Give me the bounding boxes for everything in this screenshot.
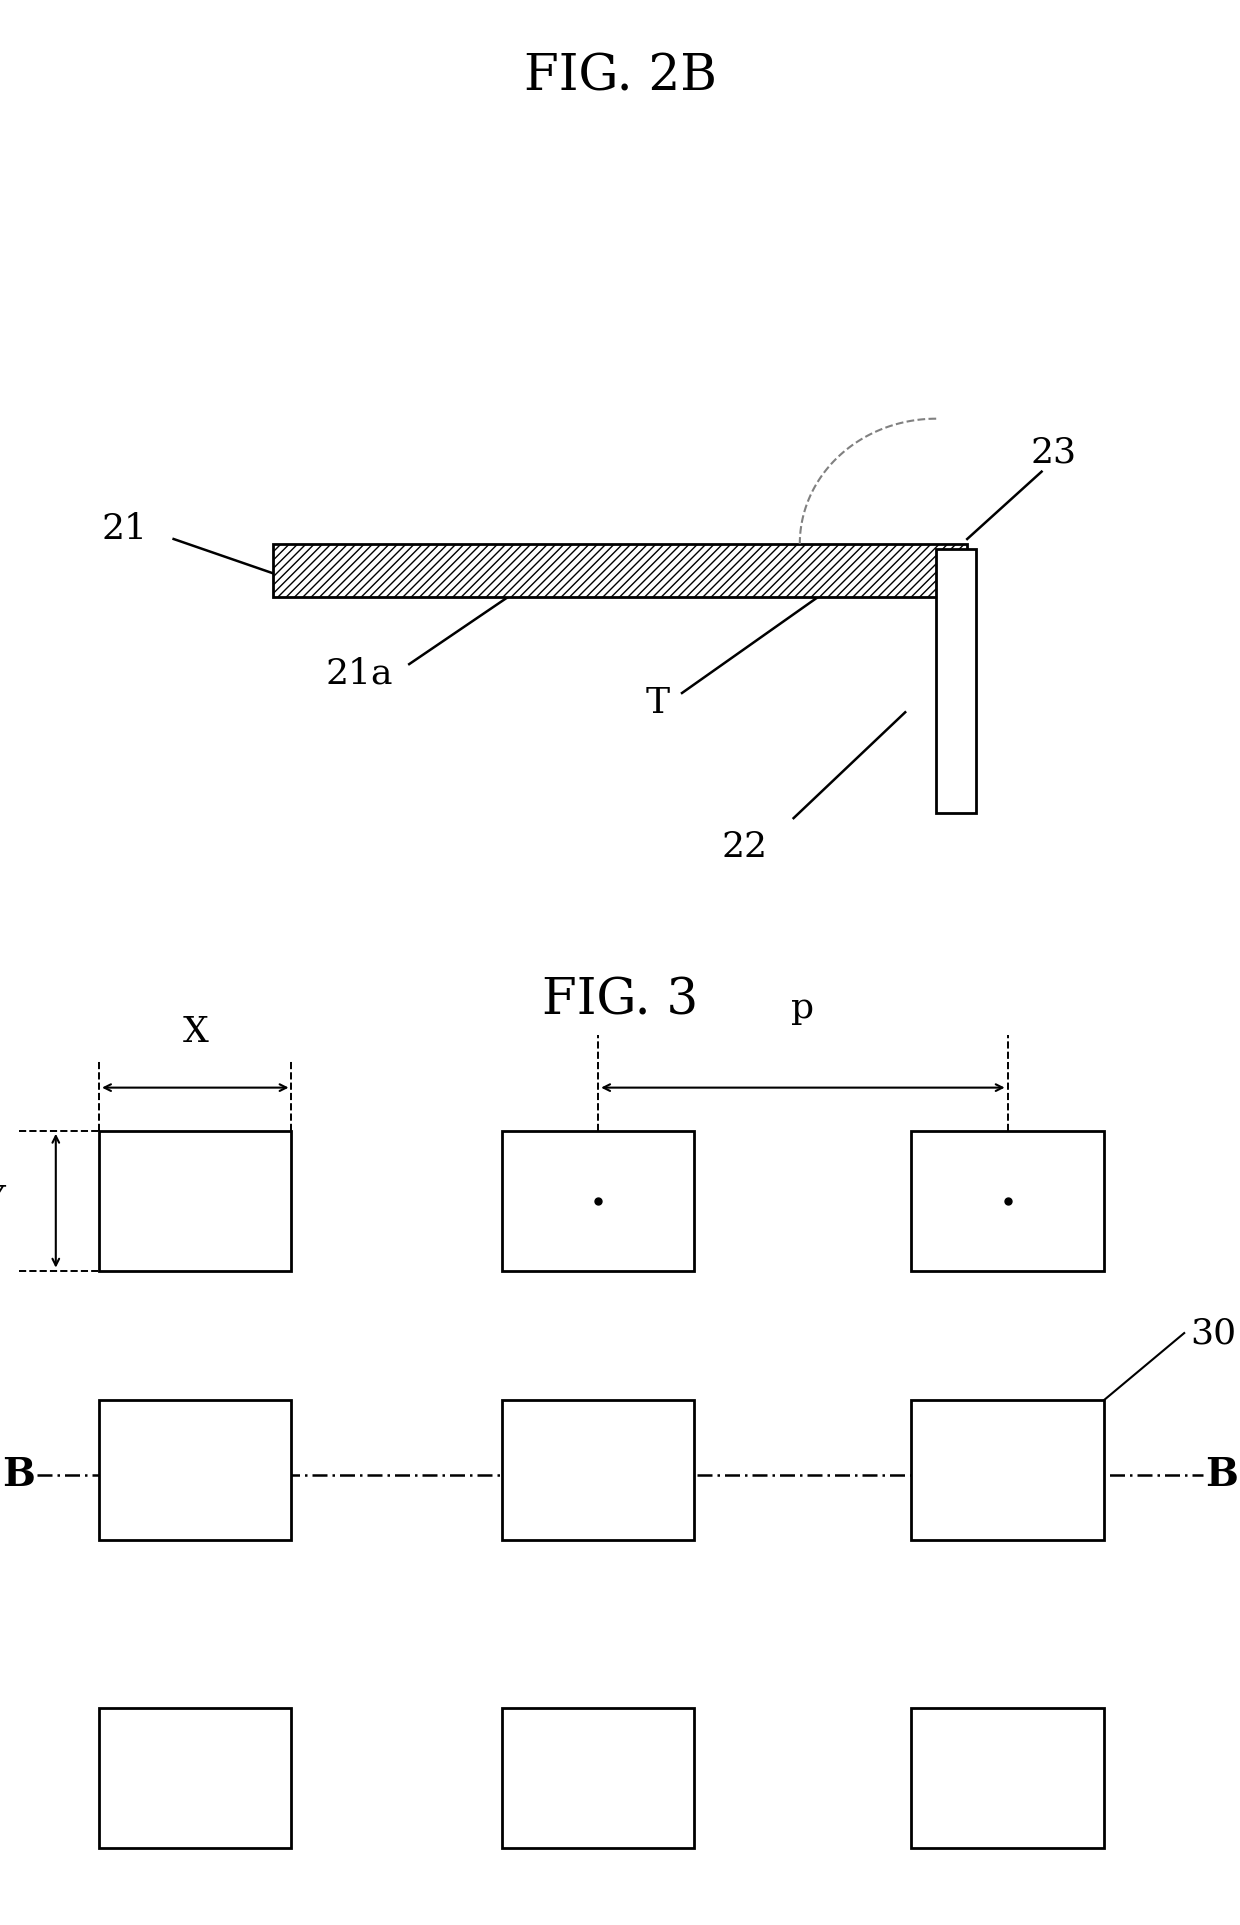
Text: 22: 22: [720, 830, 768, 864]
Text: X: X: [182, 1014, 208, 1049]
Bar: [502, 1401, 694, 1540]
Text: B: B: [1205, 1455, 1238, 1494]
Text: 30: 30: [1190, 1317, 1236, 1349]
Text: 21a: 21a: [326, 656, 393, 691]
Bar: [99, 1709, 291, 1848]
Text: FIG. 3: FIG. 3: [542, 976, 698, 1026]
Bar: [911, 1132, 1104, 1270]
Bar: [911, 1401, 1104, 1540]
Text: T: T: [645, 685, 670, 720]
Bar: [99, 1401, 291, 1540]
Text: B: B: [2, 1455, 35, 1494]
Text: Y: Y: [0, 1184, 6, 1219]
Text: 23: 23: [1030, 435, 1078, 470]
Bar: [502, 1132, 694, 1270]
Text: p: p: [791, 991, 815, 1024]
Text: 21: 21: [100, 512, 148, 547]
Bar: [936, 549, 976, 812]
Bar: [99, 1132, 291, 1270]
Bar: [911, 1709, 1104, 1848]
Bar: [502, 1709, 694, 1848]
Text: FIG. 2B: FIG. 2B: [523, 52, 717, 102]
Bar: [273, 543, 967, 597]
